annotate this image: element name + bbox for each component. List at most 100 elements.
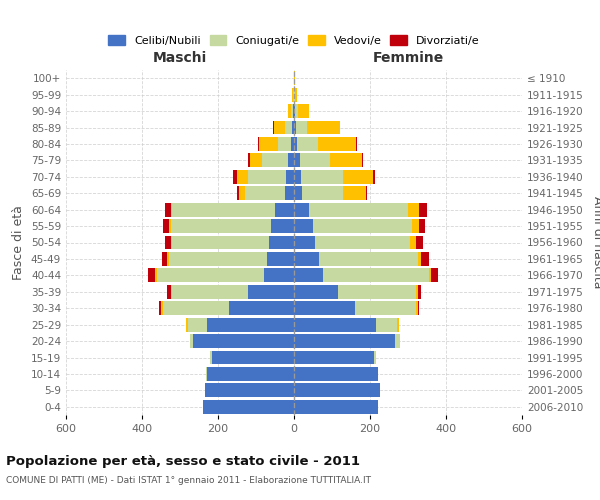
Bar [186,318,188,332]
Bar [289,154,294,168]
Bar [239,186,245,200]
Bar [161,301,163,315]
Bar [269,236,294,250]
Bar [330,154,362,168]
Bar [169,219,170,233]
Bar [155,268,157,282]
Bar [294,236,315,250]
Bar [169,252,268,266]
Bar [431,268,439,282]
Bar [211,350,212,364]
Text: Femmine: Femmine [373,51,443,65]
Bar [294,252,319,266]
Y-axis label: Anni di nascita: Anni di nascita [592,196,600,289]
Bar [366,186,367,200]
Bar [170,202,172,216]
Bar [355,301,416,315]
Bar [170,236,172,250]
Bar [315,236,410,250]
Bar [298,104,309,118]
Bar [295,88,297,102]
Bar [285,120,292,134]
Bar [296,120,307,134]
Bar [373,170,375,184]
Bar [172,236,269,250]
Bar [165,236,170,250]
Bar [294,400,377,414]
Bar [294,334,395,348]
Bar [309,202,408,216]
Bar [343,186,366,200]
Bar [288,104,292,118]
Text: COMUNE DI PATTI (ME) - Dati ISTAT 1° gennaio 2011 - Elaborazione TUTTITALIA.IT: COMUNE DI PATTI (ME) - Dati ISTAT 1° gen… [6,476,371,485]
Bar [429,268,431,282]
Bar [294,318,376,332]
Y-axis label: Fasce di età: Fasce di età [13,205,25,280]
Bar [319,252,418,266]
Bar [294,202,309,216]
Bar [286,170,294,184]
Bar [419,219,425,233]
Bar [419,202,427,216]
Bar [262,154,289,168]
Bar [294,71,295,85]
Bar [291,137,294,151]
Bar [259,137,278,151]
Bar [294,285,338,299]
Bar [233,170,237,184]
Bar [237,186,239,200]
Bar [205,384,294,398]
Bar [297,137,318,151]
Bar [412,219,419,233]
Bar [268,252,294,266]
Bar [294,350,374,364]
Bar [294,186,302,200]
Bar [294,104,295,118]
Bar [362,154,363,168]
Bar [318,137,356,151]
Bar [292,88,293,102]
Bar [343,170,373,184]
Bar [284,186,294,200]
Bar [206,367,294,381]
Bar [162,252,167,266]
Bar [294,219,313,233]
Bar [294,367,377,381]
Bar [167,252,169,266]
Bar [278,137,291,151]
Bar [323,268,429,282]
Bar [148,268,155,282]
Bar [397,318,398,332]
Bar [418,252,421,266]
Legend: Celibi/Nubili, Coniugati/e, Vedovi/e, Divorziati/e: Celibi/Nubili, Coniugati/e, Vedovi/e, Di… [104,30,484,50]
Bar [294,268,323,282]
Bar [292,120,294,134]
Bar [421,252,429,266]
Bar [376,318,397,332]
Bar [294,120,296,134]
Bar [167,285,170,299]
Bar [418,301,419,315]
Bar [294,154,300,168]
Bar [410,236,416,250]
Bar [172,202,275,216]
Bar [416,301,418,315]
Bar [273,120,274,134]
Bar [416,236,423,250]
Bar [292,104,293,118]
Bar [159,301,161,315]
Bar [295,104,298,118]
Bar [248,154,250,168]
Bar [188,318,206,332]
Bar [248,170,286,184]
Bar [302,186,343,200]
Bar [165,202,170,216]
Bar [301,170,343,184]
Bar [245,186,284,200]
Bar [294,170,301,184]
Bar [248,285,294,299]
Bar [307,120,340,134]
Bar [172,285,248,299]
Bar [229,301,294,315]
Bar [250,154,262,168]
